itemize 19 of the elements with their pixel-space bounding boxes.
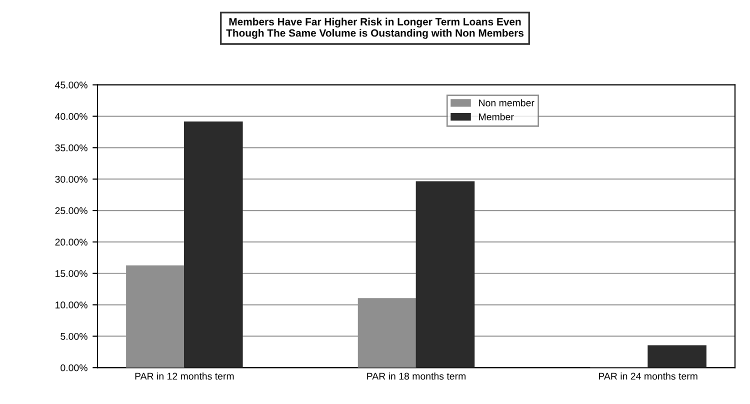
chart-title: Members Have Far Higher Risk in Longer Term Loans Even Though The Same Volume is Oustanding with Non Members — [226, 18, 524, 39]
bar — [184, 122, 243, 368]
y-tick-label: 45.00% — [55, 82, 88, 88]
bar — [648, 345, 706, 368]
y-tick-label: 0.00% — [60, 364, 88, 372]
bar — [416, 181, 475, 368]
legend-label: Non member — [479, 99, 534, 106]
y-tick-label: 10.00% — [56, 302, 88, 308]
y-tick-label: 30.00% — [55, 176, 88, 183]
y-tick-label: 35.00% — [55, 144, 88, 152]
y-tick-label: 20.00% — [55, 238, 88, 246]
y-tick-label: 15.00% — [56, 270, 88, 277]
x-tick-label: PAR in 12 months term — [135, 372, 234, 380]
y-tick-label: 5.00% — [60, 332, 88, 340]
y-tick-label: 25.00% — [55, 207, 88, 214]
x-tick-label: PAR in 18 months term — [367, 372, 466, 380]
legend-label: Member — [479, 113, 514, 120]
y-tick-label: 40.00% — [55, 112, 88, 120]
x-tick-label: PAR in 24 months term — [598, 372, 698, 380]
